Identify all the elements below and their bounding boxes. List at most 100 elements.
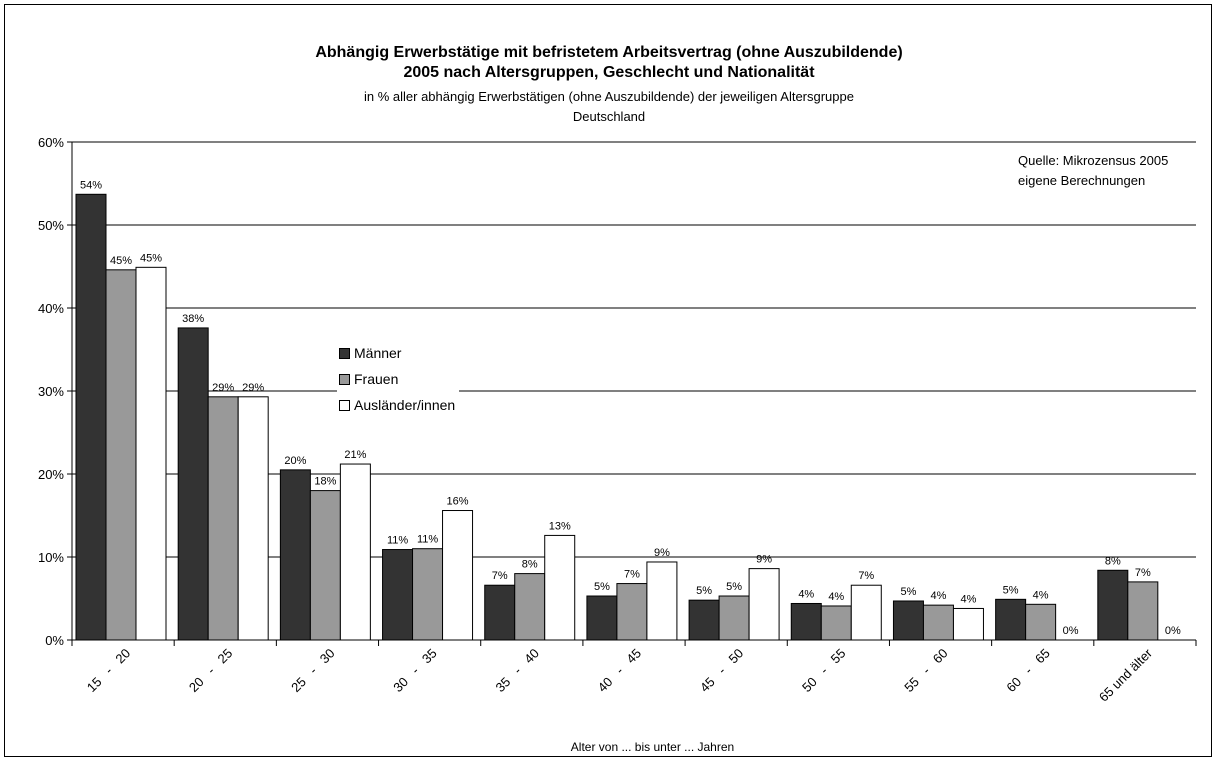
source-note: Quelle: Mikrozensus 2005 eigene Berechnu… [1018, 151, 1168, 191]
data-label: 0% [1063, 625, 1079, 637]
x-tick-label: 45 - 50 [697, 646, 746, 695]
legend-label-frauen: Frauen [354, 371, 399, 387]
x-tick-label: 20 - 25 [186, 646, 235, 695]
bar [995, 598, 1027, 641]
bar [237, 396, 269, 641]
chart-title: Abhängig Erwerbstätige mit befristetem A… [315, 44, 903, 61]
data-label: 5% [1003, 584, 1019, 596]
data-label: 16% [447, 496, 469, 508]
bar [1127, 581, 1159, 641]
x-tick-label: 60 - 65 [1003, 646, 1052, 695]
data-label: 7% [1135, 567, 1151, 579]
data-label: 11% [387, 535, 408, 547]
legend-label-maenner: Männer [354, 345, 402, 361]
data-label: 20% [284, 455, 306, 467]
bar [718, 595, 750, 641]
y-tick-label: 30% [38, 384, 64, 399]
chart-legend: Männer Frauen Ausländer/innen [337, 338, 460, 420]
legend-swatch-auslaender [339, 399, 350, 411]
data-label: 9% [654, 547, 670, 559]
bar [544, 534, 576, 641]
data-label: 4% [961, 593, 977, 605]
data-label: 11% [417, 534, 438, 546]
bar [177, 327, 209, 641]
bar [484, 584, 516, 641]
bar [309, 490, 341, 641]
data-label: 18% [314, 476, 336, 488]
source-note-line2: eigene Berechnungen [1018, 173, 1146, 188]
legend-swatch-maenner [339, 347, 350, 359]
data-label: 7% [492, 570, 508, 582]
data-label: 5% [594, 581, 610, 593]
bar [339, 463, 371, 641]
bar [586, 595, 618, 641]
bar [279, 469, 311, 641]
data-label: 8% [522, 559, 538, 571]
x-axis-title: Alter von ... bis unter ... Jahren [570, 740, 735, 754]
bar [892, 600, 924, 641]
legend-item-maenner: Männer [339, 340, 455, 366]
bar [688, 599, 720, 641]
chart-title-line2: 2005 nach Altersgruppen, Geschlecht und … [403, 64, 815, 81]
data-label: 29% [212, 382, 234, 394]
chart-subtitle-region: Deutschland [572, 109, 646, 124]
legend-item-frauen: Frauen [339, 366, 455, 392]
data-label: 38% [182, 313, 204, 325]
data-label: 45% [140, 252, 162, 264]
x-tick-label: 35 - 40 [492, 646, 541, 695]
data-label: 5% [696, 585, 712, 597]
x-tick-label: 50 - 55 [799, 646, 848, 695]
x-tick-label: 25 - 30 [288, 646, 337, 695]
y-tick-label: 60% [38, 135, 64, 150]
y-tick-label: 0% [45, 633, 64, 648]
bar [1097, 569, 1129, 641]
bar [646, 561, 678, 641]
data-label: 7% [858, 570, 874, 582]
bar [207, 396, 239, 641]
bar [1025, 603, 1057, 641]
bar [820, 605, 852, 641]
legend-label-auslaender: Ausländer/innen [354, 397, 456, 413]
bar [382, 549, 414, 641]
bar [105, 269, 137, 641]
x-tick-label: 65 und älter [1096, 645, 1156, 705]
y-tick-label: 20% [38, 467, 64, 482]
y-tick-label: 50% [38, 218, 64, 233]
bar [790, 602, 822, 641]
data-label: 5% [726, 581, 742, 593]
bar [412, 548, 444, 641]
chart-subtitle: in % aller abhängig Erwerbstätigen (ohne… [364, 89, 854, 104]
bar [442, 510, 474, 641]
x-tick-label: 55 - 60 [901, 646, 950, 695]
bar [748, 568, 780, 641]
data-label: 8% [1105, 555, 1121, 567]
bar [850, 584, 882, 641]
legend-swatch-frauen [339, 373, 350, 385]
bar [135, 266, 167, 641]
bar [75, 193, 107, 641]
data-label: 4% [798, 588, 814, 600]
data-label: 5% [901, 586, 917, 598]
data-label: 0% [1165, 625, 1181, 637]
data-label: 21% [344, 449, 366, 461]
data-label: 9% [756, 554, 772, 566]
y-tick-label: 10% [38, 550, 64, 565]
data-label: 45% [110, 255, 132, 267]
x-tick-label: 30 - 35 [390, 646, 439, 695]
x-tick-label: 15 - 20 [84, 646, 133, 695]
data-label: 4% [828, 591, 844, 603]
source-note-line1: Quelle: Mikrozensus 2005 [1018, 153, 1169, 168]
y-tick-label: 40% [38, 301, 64, 316]
legend-item-auslaender: Ausländer/innen [339, 392, 455, 418]
x-tick-label: 40 - 45 [595, 646, 644, 695]
bar [616, 583, 648, 641]
data-label: 7% [624, 569, 640, 581]
data-label: 29% [242, 382, 264, 394]
bar [514, 573, 546, 641]
data-label: 4% [931, 590, 947, 602]
bar [922, 604, 954, 641]
bar [952, 607, 984, 641]
data-label: 4% [1033, 589, 1049, 601]
data-label: 54% [80, 179, 102, 191]
